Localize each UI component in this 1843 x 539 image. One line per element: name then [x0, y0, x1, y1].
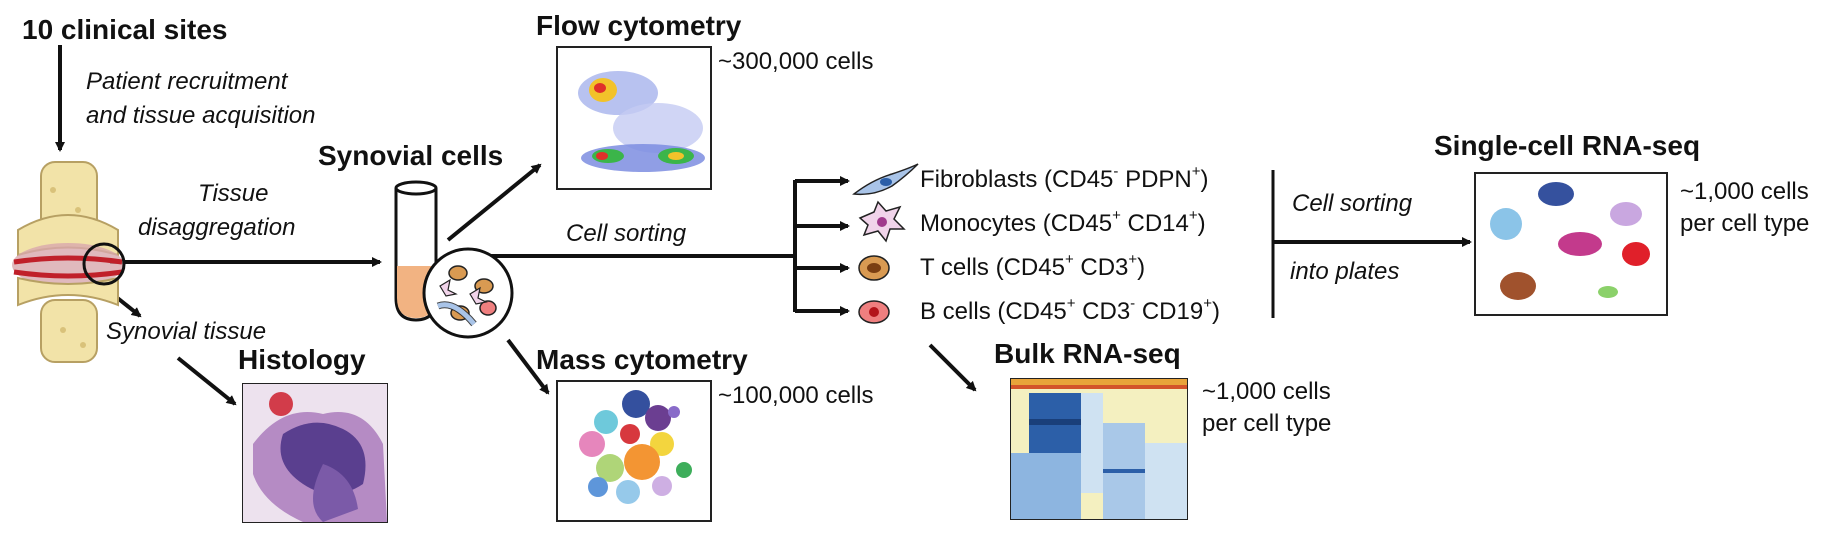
- histology-title: Histology: [238, 344, 366, 375]
- arrow-to-mass: [506, 338, 550, 395]
- sc-tsne-plot: [1474, 172, 1668, 316]
- tissue-label-1: Tissue: [198, 180, 269, 207]
- tcell-icon: [858, 255, 890, 281]
- arrow-to-bulk: [928, 343, 977, 392]
- flow-count: ~300,000 cells: [718, 48, 874, 75]
- arrow-to-flow: [446, 163, 542, 242]
- cell-type-icons: [852, 163, 919, 324]
- synovial-cells-title: Synovial cells: [318, 140, 504, 171]
- sc-sorting-label-1: Cell sorting: [1292, 190, 1413, 217]
- recruitment-label-2: and tissue acquisition: [86, 102, 316, 129]
- bcell-icon: [858, 300, 890, 324]
- monocyte-icon: [858, 200, 906, 243]
- sc-title: Single-cell RNA-seq: [1434, 130, 1701, 161]
- synovial-tissue-label: Synovial tissue: [106, 318, 267, 345]
- bulk-count-2: per cell type: [1202, 410, 1332, 437]
- cell-type-monocytes: Monocytes (CD45+ CD14+): [920, 207, 1206, 237]
- recruitment-label-1: Patient recruitment: [86, 68, 288, 95]
- sc-count-2: per cell type: [1680, 210, 1810, 237]
- cell-type-tcells: T cells (CD45+ CD3+): [920, 251, 1146, 281]
- tissue-label-2: disaggregation: [138, 214, 296, 241]
- mass-cytometry-plot: [556, 380, 712, 522]
- mass-count: ~100,000 cells: [718, 382, 874, 409]
- bulk-title: Bulk RNA-seq: [994, 338, 1181, 369]
- cell-type-fibroblasts: Fibroblasts (CD45- PDPN+): [920, 163, 1209, 193]
- sites-title: 10 clinical sites: [22, 14, 228, 45]
- tube-icon: [394, 180, 514, 339]
- flow-cytometry-plot: [556, 46, 712, 190]
- histology-image: [242, 383, 388, 523]
- cell-sorting-label: Cell sorting: [566, 220, 687, 247]
- mass-title: Mass cytometry: [536, 344, 748, 375]
- flow-title: Flow cytometry: [536, 10, 742, 41]
- joint-icon: [12, 161, 126, 363]
- sc-sorting-label-2: into plates: [1290, 258, 1400, 285]
- bulk-count-1: ~1,000 cells: [1202, 378, 1331, 405]
- bulk-heatmap: [1010, 378, 1188, 520]
- fibroblast-icon: [852, 163, 919, 196]
- sc-count-1: ~1,000 cells: [1680, 178, 1809, 205]
- cell-type-bcells: B cells (CD45+ CD3- CD19+): [920, 295, 1220, 325]
- arrow-to-histology: [176, 356, 237, 406]
